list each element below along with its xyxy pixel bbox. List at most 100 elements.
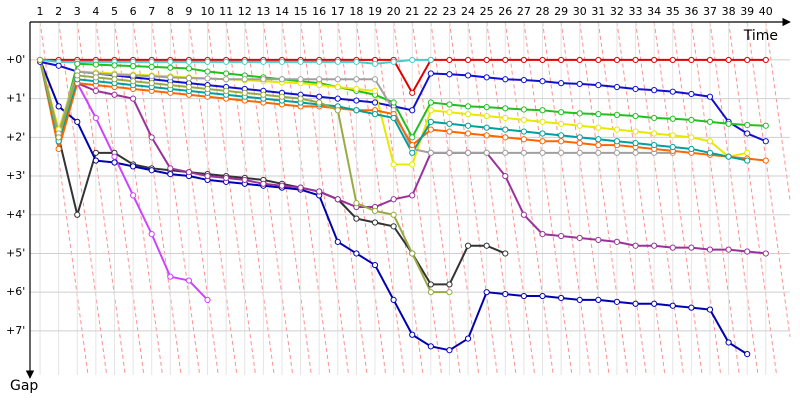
- y-tick-label: +0': [6, 53, 25, 66]
- lap-point: [669, 88, 676, 95]
- lap-line: [523, 21, 573, 376]
- lap-point: [390, 58, 397, 65]
- lap-point: [334, 107, 341, 114]
- lap-point: [129, 72, 137, 79]
- lap-point: [390, 223, 397, 230]
- x-tick-label: 22: [424, 5, 438, 18]
- lap-point: [706, 138, 714, 145]
- lap-point: [353, 250, 360, 257]
- lap-point: [483, 74, 490, 81]
- x-tick-label: 11: [219, 5, 233, 18]
- lap-point: [669, 302, 676, 309]
- lap-point: [539, 292, 546, 300]
- lap-point: [167, 64, 174, 71]
- lap-point: [595, 124, 602, 131]
- lap-point: [613, 149, 621, 156]
- lap-line: [597, 21, 647, 376]
- series-line: [39, 59, 506, 286]
- x-tick-label: 17: [331, 5, 345, 18]
- y-tick-label: +7': [6, 324, 25, 337]
- lap-point: [464, 111, 472, 118]
- lap-line: [169, 21, 219, 376]
- lap-point: [613, 83, 621, 91]
- lap-point: [669, 143, 676, 151]
- lap-point: [464, 72, 472, 79]
- lap-point: [427, 99, 434, 106]
- lap-point: [185, 277, 193, 284]
- lap-point: [576, 296, 583, 304]
- lap-point: [334, 95, 341, 102]
- lap-point: [464, 335, 472, 342]
- lap-point: [390, 114, 397, 122]
- lap-point: [167, 171, 174, 178]
- lap-point: [502, 114, 509, 122]
- lap-point: [595, 136, 602, 143]
- lap-point: [427, 149, 434, 156]
- lap-point: [483, 56, 490, 64]
- lap-point: [111, 153, 118, 160]
- lap-point: [223, 70, 230, 77]
- lap-point: [371, 219, 379, 226]
- lap-point: [669, 56, 676, 64]
- lap-point: [464, 130, 472, 137]
- lap-point: [185, 65, 193, 72]
- lap-point: [148, 80, 155, 87]
- lap-point: [632, 128, 639, 135]
- y-tick-label: +6': [6, 285, 25, 298]
- x-axis-title: Time: [743, 28, 778, 44]
- lap-point: [539, 56, 546, 64]
- lap-line: [95, 21, 145, 376]
- lap-point: [55, 103, 62, 110]
- lap-point: [744, 121, 751, 129]
- lap-point: [371, 99, 379, 106]
- lap-point: [558, 109, 565, 116]
- lap-point: [260, 180, 267, 187]
- lap-point: [129, 192, 137, 199]
- lap-line: [207, 21, 257, 376]
- lap-point: [706, 118, 714, 125]
- lap-point: [297, 58, 304, 65]
- lap-line: [318, 21, 368, 376]
- lap-point: [371, 261, 379, 269]
- lap-point: [613, 111, 621, 118]
- lap-line: [504, 21, 554, 376]
- lap-point: [371, 76, 379, 83]
- series-line: [39, 59, 766, 255]
- lap-point: [706, 93, 714, 100]
- y-axis-title: Gap: [10, 378, 38, 394]
- lap-point: [632, 242, 639, 249]
- lap-point: [613, 126, 621, 133]
- lap-point: [651, 114, 658, 122]
- lap-point: [725, 120, 732, 127]
- lap-point: [558, 149, 565, 156]
- lap-point: [613, 238, 621, 245]
- lap-point: [762, 138, 769, 145]
- x-tick-label: 39: [740, 5, 754, 18]
- lap-point: [204, 68, 211, 75]
- lap-line: [337, 21, 387, 376]
- lap-point: [260, 58, 267, 65]
- lap-line: [560, 21, 610, 376]
- lap-point: [148, 73, 155, 80]
- lap-point: [427, 118, 434, 125]
- lap-point: [427, 126, 434, 133]
- lap-point: [595, 236, 602, 244]
- lap-point: [483, 289, 490, 296]
- lap-point: [651, 141, 658, 149]
- lap-point: [92, 114, 99, 122]
- lap-point: [464, 103, 472, 110]
- lap-point: [669, 244, 676, 251]
- lap-point: [204, 172, 211, 180]
- lap-point: [55, 145, 62, 153]
- lap-line: [132, 21, 182, 376]
- lap-point: [502, 291, 509, 298]
- lap-point: [241, 58, 248, 65]
- x-tick-label: 27: [517, 5, 531, 18]
- lap-point: [632, 300, 639, 307]
- lap-point: [353, 76, 360, 83]
- lap-point: [409, 331, 416, 338]
- lap-point: [502, 56, 509, 64]
- lap-point: [520, 56, 527, 64]
- lap-point: [409, 250, 416, 257]
